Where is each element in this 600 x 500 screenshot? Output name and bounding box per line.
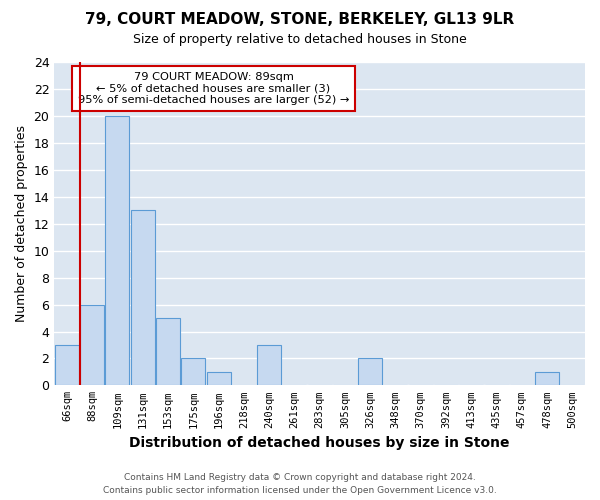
Y-axis label: Number of detached properties: Number of detached properties [15,126,28,322]
Bar [55,345,79,386]
Text: 79 COURT MEADOW: 89sqm
← 5% of detached houses are smaller (3)
95% of semi-detac: 79 COURT MEADOW: 89sqm ← 5% of detached … [78,72,349,106]
Bar [535,372,559,386]
Bar [358,358,382,386]
Text: 79, COURT MEADOW, STONE, BERKELEY, GL13 9LR: 79, COURT MEADOW, STONE, BERKELEY, GL13 … [85,12,515,28]
X-axis label: Distribution of detached houses by size in Stone: Distribution of detached houses by size … [130,436,510,450]
Bar [106,116,130,386]
Bar [80,304,104,386]
Text: Size of property relative to detached houses in Stone: Size of property relative to detached ho… [133,32,467,46]
Text: Contains HM Land Registry data © Crown copyright and database right 2024.
Contai: Contains HM Land Registry data © Crown c… [103,473,497,495]
Bar [206,372,230,386]
Bar [181,358,205,386]
Bar [156,318,180,386]
Bar [131,210,155,386]
Bar [257,345,281,386]
